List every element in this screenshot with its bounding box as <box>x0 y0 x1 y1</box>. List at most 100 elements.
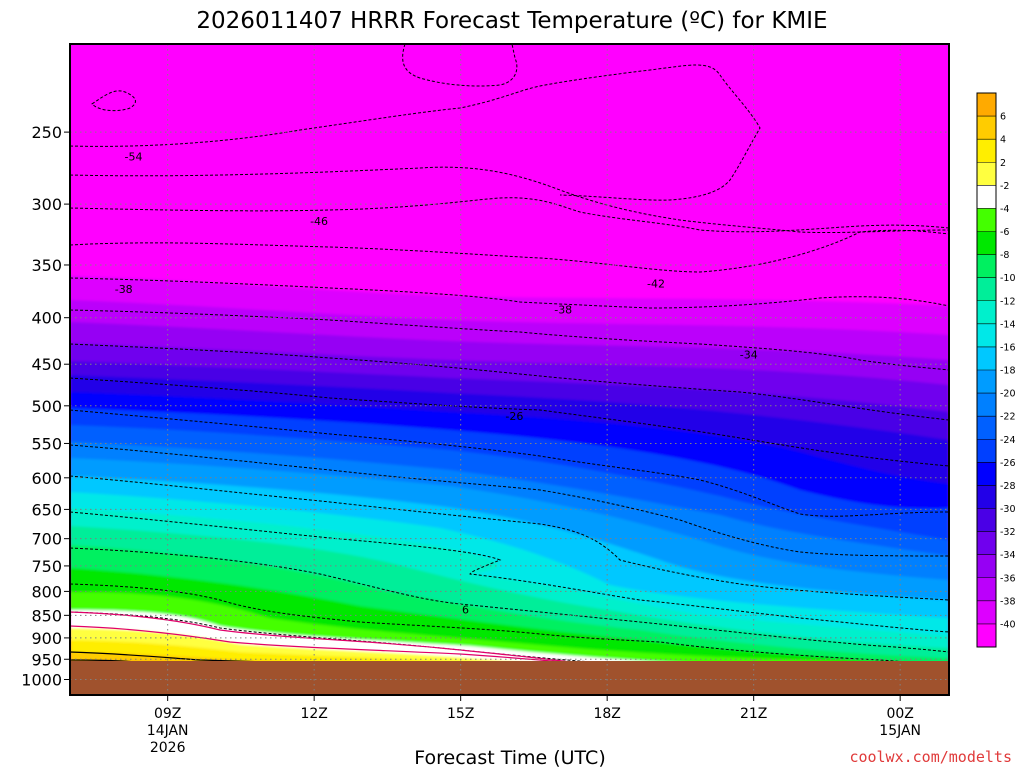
contour-lines <box>70 44 949 667</box>
colorbar-label: -16 <box>1000 342 1016 353</box>
contour-26 <box>70 377 949 467</box>
y-tick-label: 350 <box>31 256 62 275</box>
y-tick-label: 450 <box>31 355 62 374</box>
colorbar-label: -8 <box>1000 250 1009 261</box>
x-tick-label: 15JAN <box>879 723 921 739</box>
colorbar-swatch <box>977 623 996 648</box>
y-tick-label: 650 <box>31 500 62 519</box>
contour-labels: -54 -46 -42 -38 -38 -34 -26 6 <box>115 151 758 617</box>
colorbar-label: 2 <box>1000 158 1006 169</box>
contour-54 <box>70 64 761 201</box>
y-tick-label: 850 <box>31 606 62 625</box>
colorbar-label: 4 <box>1000 135 1006 146</box>
contour-2 <box>70 583 949 667</box>
contour-label: -42 <box>647 278 665 291</box>
x-tick-label: 18Z <box>593 706 620 722</box>
contour-label: -38 <box>115 283 133 296</box>
colorbar-swatch <box>977 323 996 348</box>
contour-54-upper <box>91 90 136 112</box>
colorbar-label: -2 <box>1000 181 1009 192</box>
colorbar-swatch <box>977 116 996 140</box>
colorbar-swatch <box>977 162 996 186</box>
x-tick-label: 21Z <box>740 706 767 722</box>
colorbar-swatch <box>977 508 996 532</box>
colorbar-label: -34 <box>1000 550 1016 561</box>
contour-34 <box>70 309 949 371</box>
x-tick-label: 2026 <box>150 740 186 756</box>
colorbar-swatch <box>977 485 996 509</box>
contour-label: -54 <box>124 151 142 164</box>
colorbar-label: -28 <box>1000 481 1016 492</box>
colorbar-label: -20 <box>1000 389 1016 400</box>
colorbar-label: -6 <box>1000 227 1009 238</box>
contour-label: -38 <box>554 304 572 317</box>
contour-label: -34 <box>740 348 758 361</box>
colorbar-label: 6 <box>1000 112 1006 123</box>
colorbar-label: -36 <box>1000 573 1016 584</box>
contour-30 <box>70 343 949 421</box>
y-tick-label: 550 <box>31 434 62 453</box>
colorbar-label: -40 <box>1000 619 1016 630</box>
colorbar-swatch <box>977 208 996 232</box>
contour-42 <box>70 229 949 273</box>
colorbar-swatch <box>977 393 996 417</box>
y-axis: 250 300 350 400 450 500 550 600 650 700 750 800 850 9… <box>21 123 70 690</box>
gridlines <box>70 44 949 695</box>
y-tick-label: 400 <box>31 309 62 328</box>
colorbar-swatch <box>977 462 996 486</box>
x-tick-label: 12Z <box>300 706 327 722</box>
y-tick-label: 300 <box>31 195 62 214</box>
y-tick-label: 750 <box>31 557 62 576</box>
contour-50 <box>70 166 949 234</box>
y-tick-label: 800 <box>31 582 62 601</box>
colorbar-swatch <box>977 600 996 625</box>
colorbar-label: -10 <box>1000 273 1016 284</box>
y-tick-label: 1000 <box>21 671 62 690</box>
colorbar-label: -18 <box>1000 366 1016 377</box>
y-tick-label: 950 <box>31 650 62 669</box>
colorbar-label: -24 <box>1000 435 1016 446</box>
contour-label: -26 <box>505 410 523 423</box>
y-tick-label: 900 <box>31 629 62 648</box>
colorbar-label: -22 <box>1000 412 1016 423</box>
colorbar-label: -14 <box>1000 319 1016 330</box>
chart-title: 2026011407 HRRR Forecast Temperature (ºC… <box>196 8 827 34</box>
x-axis-label: Forecast Time (UTC) <box>414 747 605 768</box>
colorbar-swatch <box>977 577 996 602</box>
zero-line-lower <box>70 625 591 665</box>
contour-6 <box>70 547 949 653</box>
ground <box>70 661 949 695</box>
colorbar-swatch <box>977 139 996 163</box>
colorbar-label: -4 <box>1000 204 1009 215</box>
colorbar-swatch <box>977 346 996 371</box>
contour-46 <box>70 197 949 233</box>
colorbar-label: -32 <box>1000 527 1016 538</box>
y-tick-label: 600 <box>31 469 62 488</box>
contour-10 <box>70 511 949 633</box>
freezing-lines <box>70 611 601 667</box>
colorbar-swatch <box>977 439 996 463</box>
x-tick-label: 15Z <box>447 706 474 722</box>
colorbar-swatch <box>977 185 996 209</box>
plot-area: -54 -46 -42 -38 -38 -34 -26 6 <box>70 44 949 695</box>
colorbar: 6 4 2 -2 -4 -6 -8 -10 -12 -14 -16 -18 -20 -22 -24 -26 -2… <box>976 92 1016 648</box>
colorbar-label: -30 <box>1000 504 1016 515</box>
colorbar-label: -12 <box>1000 296 1016 307</box>
plot-frame <box>69 43 950 696</box>
colorbar-swatch <box>977 254 996 279</box>
contour-14 <box>70 475 949 601</box>
contour-label: 6 <box>462 604 469 617</box>
colorbar-swatch <box>977 231 996 255</box>
colorbar-label: -38 <box>1000 596 1016 607</box>
contour-18 <box>70 444 949 557</box>
colorbar-swatch <box>977 300 996 325</box>
contour-38 <box>70 277 949 309</box>
contour-minus2 <box>70 611 621 665</box>
contour-label: -46 <box>310 215 328 228</box>
credit-text: coolwx.com/modelts <box>849 748 1012 766</box>
x-tick-label: 09Z <box>154 706 181 722</box>
colorbar-swatch <box>977 370 996 394</box>
contour-22 <box>70 409 949 517</box>
